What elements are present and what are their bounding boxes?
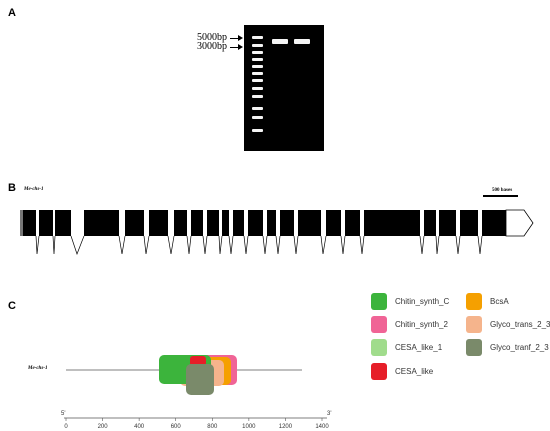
axis-tick-label: 1400	[315, 424, 329, 430]
legend-swatch-cesa-like	[371, 363, 387, 380]
legend-label-chitin-synth-2: Chitin_synth_2	[395, 320, 448, 329]
axis-tick-label: 400	[134, 424, 145, 430]
domain-architecture: 5' 3' 0 200 400 600 800 1000 1200 1400	[61, 355, 331, 430]
gene-model-name: Me-chs-1	[24, 187, 44, 192]
legend-swatch-chitin-synth-c	[371, 293, 387, 310]
introns	[35, 235, 483, 256]
legend-label-chitin-synth-c: Chitin_synth_C	[395, 297, 450, 306]
ladder-band	[252, 129, 263, 132]
domain-glyco-tranf-2-3	[186, 364, 214, 395]
legend-item-chitin-synth-c: Chitin_synth_C	[371, 293, 449, 310]
agarose-gel	[244, 25, 324, 151]
ladder-band	[252, 36, 263, 39]
marker-5000-label: 5000bp	[197, 32, 227, 43]
legend-swatch-cesa-like-1	[371, 339, 387, 356]
ladder-band	[252, 95, 263, 98]
axis-tick-label: 600	[171, 424, 182, 430]
exons	[20, 209, 534, 237]
ladder-band	[252, 107, 263, 110]
axis-tick-label: 800	[207, 424, 218, 430]
ladder-band	[252, 79, 263, 82]
marker-3000-arrow-head	[238, 44, 243, 50]
axis-tick-label: 1200	[279, 424, 293, 430]
gene-structure-diagram	[20, 195, 534, 256]
axis-end-label: 3'	[327, 411, 331, 417]
ladder-band	[252, 44, 263, 47]
sample-band-1	[272, 39, 288, 44]
protein-name: Me-chs-1	[28, 366, 48, 371]
legend-label-bcsa: BcsA	[490, 297, 509, 306]
axis-ticks: 0 200 400 600 800 1000 1200 1400	[64, 418, 329, 430]
panel-b-label: B	[8, 182, 16, 194]
axis-tick-label: 200	[98, 424, 109, 430]
panel-a-label: A	[8, 7, 16, 19]
axis-tick-label: 1000	[242, 424, 256, 430]
marker-3000-label: 3000bp	[197, 41, 227, 52]
legend-swatch-glyco-tranf-2-3	[466, 339, 482, 356]
legend-swatch-glyco-trans-2-3	[466, 316, 482, 333]
legend-label-glyco-trans-2-3: Glyco_trans_2_3	[490, 320, 550, 329]
legend-item-cesa-like-1: CESA_like_1	[371, 339, 442, 356]
legend-item-glyco-tranf-2-3: Glyco_tranf_2_3	[466, 339, 549, 356]
legend-swatch-bcsa	[466, 293, 482, 310]
legend-label-glyco-tranf-2-3: Glyco_tranf_2_3	[490, 343, 549, 352]
ladder-band	[252, 87, 263, 90]
legend-item-glyco-trans-2-3: Glyco_trans_2_3	[466, 316, 550, 333]
ladder-band	[252, 116, 263, 119]
legend-item-bcsa: BcsA	[466, 293, 509, 310]
marker-5000-arrow	[230, 38, 239, 39]
ladder-band	[252, 72, 263, 75]
axis-start-label: 5'	[61, 411, 65, 417]
legend-label-cesa-like-1: CESA_like_1	[395, 343, 443, 352]
marker-5000-arrow-head	[238, 35, 243, 41]
marker-3000-arrow	[230, 47, 239, 48]
legend-label-cesa-like: CESA_like	[395, 367, 434, 376]
domain-cesa-like	[190, 356, 206, 366]
scale-bar-label: 500 bases	[492, 188, 513, 193]
ladder-band	[252, 65, 263, 68]
ladder-band	[252, 51, 263, 54]
legend-item-chitin-synth-2: Chitin_synth_2	[371, 316, 448, 333]
sample-band-2	[294, 39, 310, 44]
legend-swatch-chitin-synth-2	[371, 316, 387, 333]
axis-tick-label: 0	[64, 424, 68, 430]
legend-item-cesa-like: CESA_like	[371, 363, 433, 380]
ladder-band	[252, 58, 263, 61]
panel-c-label: C	[8, 300, 16, 312]
